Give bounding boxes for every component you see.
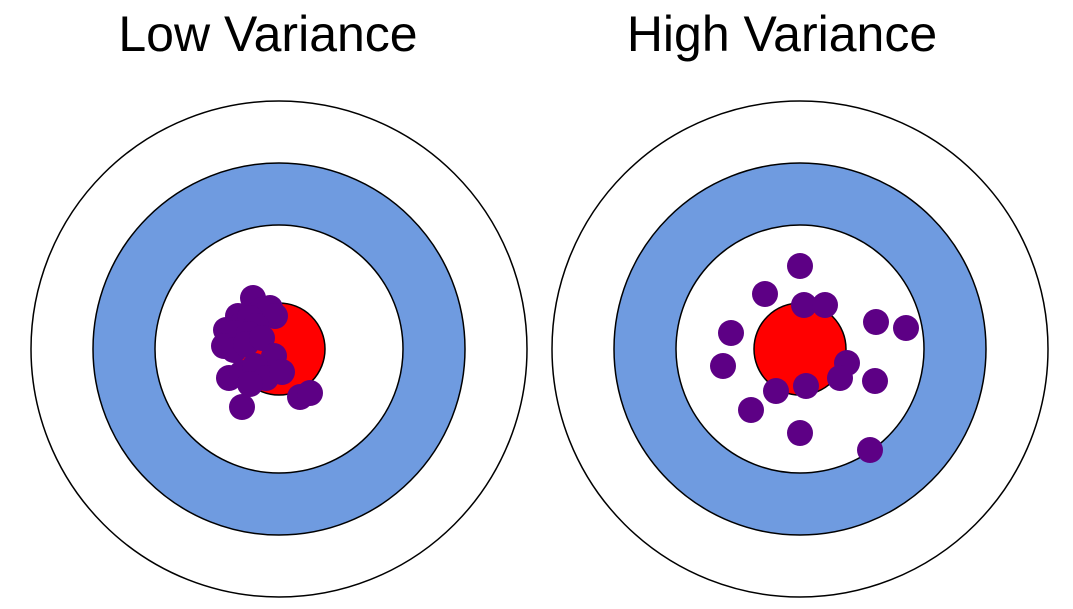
shot-marker <box>229 394 255 420</box>
shot-marker <box>763 378 789 404</box>
shot-marker <box>269 359 295 385</box>
shot-marker <box>793 373 819 399</box>
shot-marker <box>827 365 853 391</box>
shot-marker <box>812 292 838 318</box>
shot-marker <box>738 397 764 423</box>
title-low-variance: Low Variance <box>118 6 418 62</box>
shot-marker <box>237 371 263 397</box>
shot-group-high-variance <box>710 253 919 463</box>
shot-marker <box>787 253 813 279</box>
target-high-variance <box>551 100 1049 598</box>
shot-marker <box>297 380 323 406</box>
shot-group-low-variance <box>211 285 323 420</box>
target-low-variance <box>30 100 528 598</box>
shot-marker <box>862 368 888 394</box>
shot-marker <box>787 420 813 446</box>
shot-marker <box>791 292 817 318</box>
shot-marker <box>718 320 744 346</box>
shot-marker <box>893 315 919 341</box>
title-high-variance: High Variance <box>626 6 938 62</box>
shot-marker <box>857 437 883 463</box>
shot-marker <box>752 281 778 307</box>
shot-marker <box>710 353 736 379</box>
shot-marker <box>863 309 889 335</box>
